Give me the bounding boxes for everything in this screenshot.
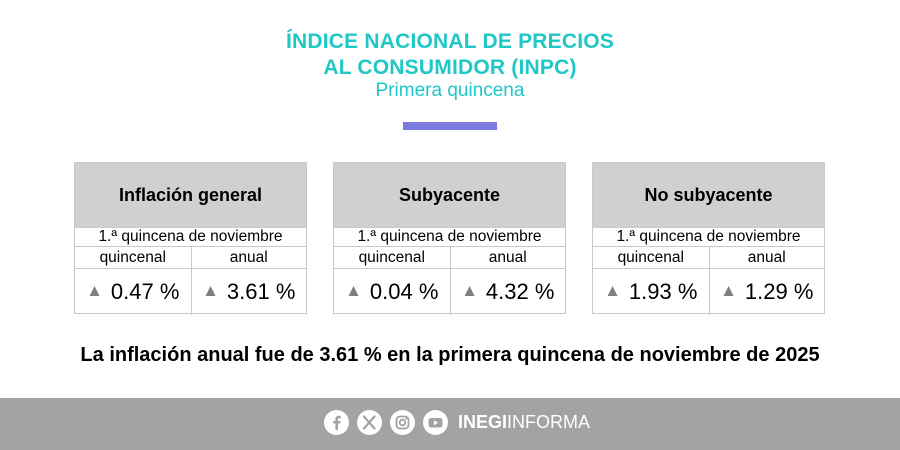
triangle-up-icon: ▲ <box>461 281 478 300</box>
headline: La inflación anual fue de 3.61 % en la p… <box>80 344 820 366</box>
card-period: 1.ª quincena de noviembre <box>593 227 824 247</box>
facebook-icon[interactable] <box>324 410 349 435</box>
value-text: 3.61 % <box>226 279 296 304</box>
value-text: 4.32 % <box>485 279 555 304</box>
x-icon[interactable] <box>357 410 382 435</box>
youtube-icon[interactable] <box>423 410 448 435</box>
inegi-informa-logo: INEGIINFORMA <box>458 412 590 433</box>
value-anual: ▲ 4.32 % <box>449 269 566 315</box>
card-inflacion-general: Inflación general 1.ª quincena de noviem… <box>74 162 307 315</box>
col-label-quincenal: quincenal <box>75 247 191 269</box>
col-label-anual: anual <box>708 247 824 269</box>
value-quincenal: ▲ 0.47 % <box>75 269 191 315</box>
card-period: 1.ª quincena de noviembre <box>75 227 306 247</box>
value-text: 1.29 % <box>744 279 814 304</box>
triangle-up-icon: ▲ <box>345 281 362 300</box>
value-quincenal: ▲ 1.93 % <box>593 269 709 315</box>
col-label-anual: anual <box>449 247 565 269</box>
card-period: 1.ª quincena de noviembre <box>334 227 565 247</box>
card-subyacente: Subyacente 1.ª quincena de noviembre qui… <box>333 162 566 315</box>
value-anual: ▲ 3.61 % <box>190 269 307 315</box>
instagram-icon[interactable] <box>390 410 415 435</box>
card-title: Subyacente <box>334 163 565 227</box>
brand-bold: INEGI <box>458 412 508 432</box>
value-anual: ▲ 1.29 % <box>708 269 825 315</box>
card-title: Inflación general <box>75 163 306 227</box>
triangle-up-icon: ▲ <box>604 281 621 300</box>
col-label-quincenal: quincenal <box>593 247 709 269</box>
footer-bar: INEGIINFORMA <box>0 398 900 450</box>
triangle-up-icon: ▲ <box>202 281 219 300</box>
col-label-quincenal: quincenal <box>334 247 450 269</box>
col-label-anual: anual <box>190 247 306 269</box>
value-text: 0.47 % <box>110 279 180 304</box>
value-text: 1.93 % <box>628 279 698 304</box>
brand-light: INFORMA <box>507 412 591 432</box>
subtitle: Primera quincena <box>375 80 525 101</box>
card-title: No subyacente <box>593 163 824 227</box>
value-text: 0.04 % <box>369 279 439 304</box>
accent-bar <box>403 122 497 130</box>
title-line-1: ÍNDICE NACIONAL DE PRECIOS <box>285 30 614 53</box>
card-no-subyacente: No subyacente 1.ª quincena de noviembre … <box>592 162 825 315</box>
title-line-2: AL CONSUMIDOR (INPC) <box>323 56 577 79</box>
triangle-up-icon: ▲ <box>720 281 737 300</box>
value-quincenal: ▲ 0.04 % <box>334 269 450 315</box>
triangle-up-icon: ▲ <box>86 281 103 300</box>
